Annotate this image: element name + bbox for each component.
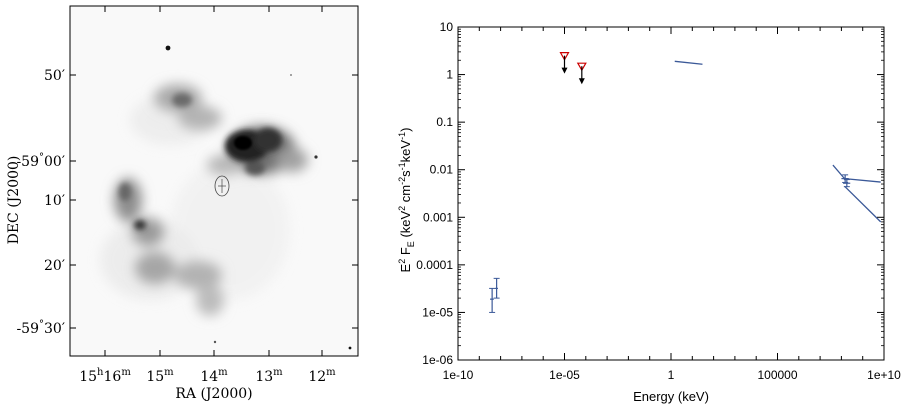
- map-y-tick-label: -59°00′: [16, 152, 65, 170]
- sed-x-label: Energy (keV): [633, 389, 709, 404]
- map-x-tick-label: 14m: [200, 367, 228, 385]
- spectral-segment: [844, 185, 882, 223]
- map-x-label: RA (J2000): [175, 386, 252, 402]
- sed-y-tick-label: 0.001: [423, 210, 453, 224]
- sed-y-tick-label: 1e-05: [422, 305, 453, 319]
- sed-y-tick-label: 0.01: [430, 163, 454, 177]
- sed-y-tick-label: 10: [440, 20, 454, 34]
- map-y-tick-label: 20′: [44, 258, 65, 274]
- map-y-tick-label: 50′: [44, 68, 65, 84]
- map-x-tick-label: 13m: [255, 367, 283, 385]
- upper-limit-marker: [576, 62, 587, 72]
- spectral-segment: [844, 177, 881, 183]
- map-y-tick-label: -59°30′: [16, 319, 65, 337]
- sky-map: 15h16m 15m 14m 13m 12m 50′ -59°00′ 10′ 20′ -59°30…: [6, 5, 359, 402]
- sed-y-tick-label: 0.0001: [416, 258, 453, 272]
- upper-limit-arrowhead: [561, 67, 568, 74]
- map-axis: 15h16m 15m 14m 13m 12m 50′ -59°00′ 10′ 20′ -59°30…: [16, 6, 358, 385]
- sed-axis: 1e-10 1e-05 1 100000 1e+10 10 1 0.1 0.01 0.001 0.0…: [416, 20, 901, 382]
- sed-x-tick-label: 100000: [757, 368, 797, 382]
- sed-x-tick-label: 1e-05: [549, 368, 580, 382]
- map-x-tick-label: 15h16m: [79, 367, 131, 385]
- upper-limit-marker: [559, 52, 570, 61]
- sed-x-tick-label: 1: [668, 368, 675, 382]
- map-y-label: DEC (J2000): [6, 156, 22, 245]
- sed-y-tick-label: 0.1: [436, 115, 453, 129]
- map-x-tick-label: 15m: [146, 367, 174, 385]
- sed-y-label: E2 FE (keV2 cm-2s-1keV-1): [397, 128, 416, 273]
- svg-text:E2 FE (keV2 cm-2s-1keV-1): E2 FE (keV2 cm-2s-1keV-1): [397, 128, 416, 273]
- spectral-segment: [674, 60, 703, 65]
- sed-data: [489, 52, 882, 313]
- sed-y-tick-label: 1: [446, 68, 453, 82]
- right-panel: 1e-10 1e-05 1 100000 1e+10 10 1 0.1 0.01 0.001 0.0…: [380, 0, 914, 415]
- plot-frame: [457, 26, 885, 361]
- map-x-tick-label: 12m: [308, 367, 336, 385]
- sed-y-tick-label: 1e-06: [422, 353, 453, 367]
- nebula-image: [100, 45, 352, 350]
- map-y-tick-label: 10′: [44, 193, 65, 209]
- sed-x-tick-label: 1e+10: [867, 368, 901, 382]
- source-ellipse: [214, 175, 230, 197]
- upper-limit-arrowhead: [578, 78, 585, 85]
- sed-plot: 1e-10 1e-05 1 100000 1e+10 10 1 0.1 0.01 0.001 0.0…: [397, 20, 901, 404]
- left-panel: 15h16m 15m 14m 13m 12m 50′ -59°00′ 10′ 20′ -59°30…: [0, 0, 380, 415]
- sed-x-tick-label: 1e-10: [443, 368, 474, 382]
- spectral-segment: [832, 164, 846, 180]
